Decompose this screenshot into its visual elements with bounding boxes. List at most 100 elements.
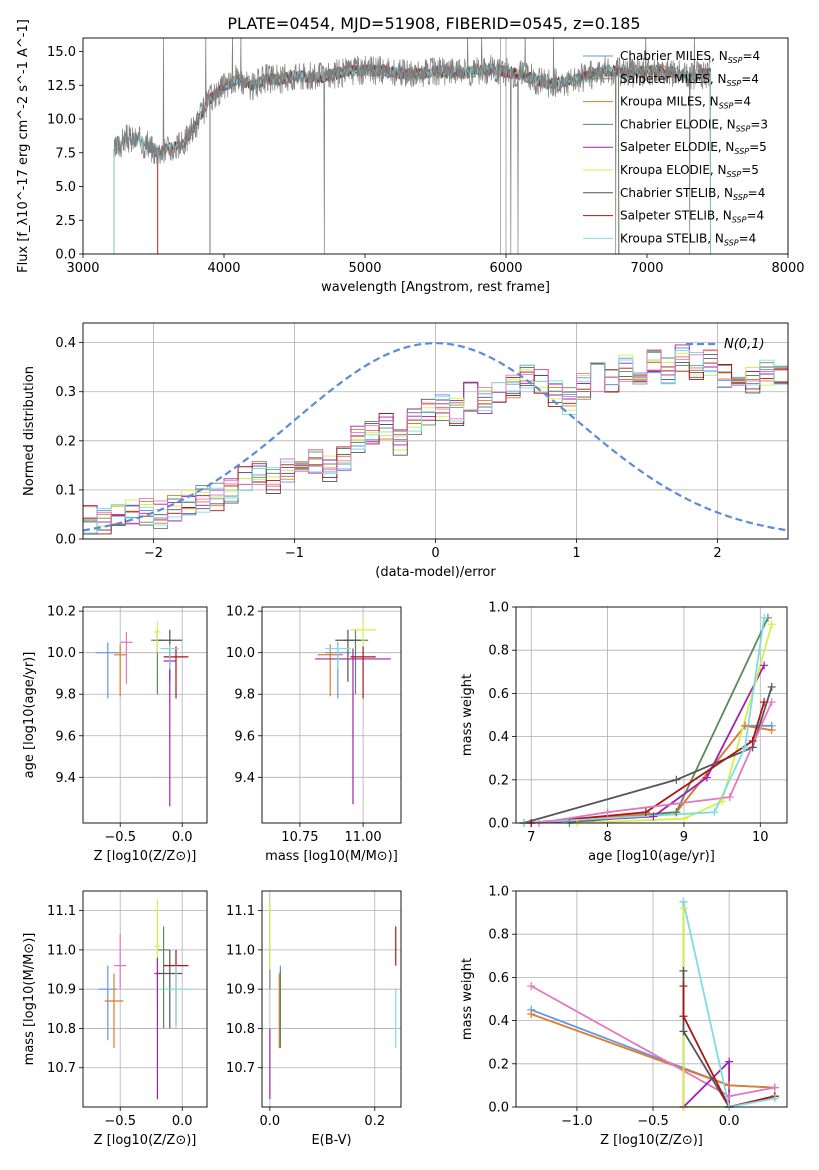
axes-frame: [82, 37, 789, 255]
y-tick-label: 0.4: [488, 730, 509, 745]
y-tick-label: 0.2: [488, 773, 509, 788]
y-tick-label: 0.0: [488, 817, 509, 832]
y-tick-label: 10.7: [226, 1061, 255, 1076]
x-tick-label: −2: [144, 546, 163, 561]
panel-weight_vs_Z: −1.0 −0.5 0.0 0.0 0.2 0.4 0.6 0.8 1.0 Z [log10(Z/…: [460, 885, 788, 1148]
panel-mass_vs_Z: −0.5 0.0 10.7 10.8 10.9 11.0 11.1 Z [log10(Z/Z⊙…: [22, 890, 208, 1148]
weight-marker-kroupa_stelib: [770, 1094, 779, 1103]
weight-marker-salpeter_stelib: [760, 698, 769, 707]
y-tick-label: 0.8: [488, 928, 509, 943]
y-axis-label: Flux [f_λ10^-17 erg cm^-2 s^-1 A^-1]: [16, 19, 31, 273]
plot-area: [269, 898, 397, 1100]
legend-value: =4: [746, 209, 764, 223]
panel-age_vs_Z: −0.5 0.0 9.4 9.6 9.8 10.0 10.2 Z [log10(Z/Z⊙)] a…: [22, 605, 208, 864]
x-axis-label: E(B-V): [311, 1133, 351, 1148]
y-tick-label: 10.2: [226, 605, 255, 620]
legend-entry: Salpeter ELODIE, NSSP=5: [620, 140, 767, 156]
figure-title: PLATE=0454, MJD=51908, FIBERID=0545, z=0…: [227, 14, 640, 33]
weight-marker-extra_pink: [767, 698, 776, 707]
legend-value: =3: [750, 117, 768, 131]
weight-marker-extra_pink: [527, 982, 536, 991]
legend-subscript: SSP: [734, 147, 749, 156]
weight-marker-kroupa_miles: [527, 1010, 536, 1019]
weight-marker-kroupa_stelib: [741, 743, 750, 752]
histogram-extra_pink: [83, 349, 788, 525]
weight-marker-kroupa_miles: [725, 1081, 734, 1090]
x-tick-label: −0.5: [104, 1114, 136, 1129]
weight-marker-salpeter_stelib: [679, 982, 688, 991]
y-tick-label: 0.6: [488, 971, 509, 986]
x-tick-label: 8: [603, 830, 611, 845]
axes-frame: [82, 890, 208, 1108]
panel-age_vs_mass: 10.75 11.00 9.4 9.6 9.8 10.0 10.2 mass [log10(M…: [226, 605, 402, 864]
y-tick-label: 0.3: [55, 385, 76, 400]
y-tick-label: 9.8: [55, 688, 76, 703]
plot-area: [98, 898, 189, 1100]
y-tick-label: 10.2: [47, 605, 76, 620]
y-tick-label: 9.4: [234, 771, 255, 786]
plot-area: [315, 619, 391, 805]
histogram-chabrier_stelib: [83, 350, 788, 535]
legend-entry: N(0,1): [724, 337, 765, 352]
weight-line-chabrier_elodie: [569, 617, 769, 823]
y-tick-label: 9.6: [234, 729, 255, 744]
weight-line-kroupa_elodie: [577, 624, 773, 823]
legend-subscript: SSP: [719, 102, 734, 111]
y-axis-label: mass weight: [460, 674, 475, 756]
y-tick-label: 10.7: [47, 1061, 76, 1076]
y-tick-label: 10.9: [47, 983, 76, 998]
x-tick-label: 0.2: [364, 1114, 385, 1129]
legend-entry: Chabrier ELODIE, NSSP=3: [620, 117, 768, 133]
x-tick-label: 2: [713, 546, 721, 561]
x-axis-label: wavelength [Angstrom, rest frame]: [321, 280, 550, 295]
legend-entry: Chabrier MILES, NSSP=4: [620, 49, 760, 65]
legend: Chabrier MILES, NSSP=4 Salpeter MILES, NS…: [583, 49, 768, 247]
plot-area: [523, 617, 773, 823]
legend-entry: Kroupa ELODIE, NSSP=5: [620, 163, 759, 179]
x-tick-label: 9: [680, 830, 688, 845]
panel-weight_vs_age: 7 8 9 10 0.0 0.2 0.4 0.6 0.8 1.0 age [log10(age/yr…: [460, 601, 788, 864]
panel-residuals: −2 −1 0 1 2 0.0 0.1 0.2 0.3 0.4 (data-model)/error…: [22, 322, 789, 580]
histogram-kroupa_miles: [83, 348, 788, 524]
y-tick-label: 10.8: [47, 1022, 76, 1037]
model-spectrum-kroupa_stelib: [113, 61, 711, 254]
legend-subscript: SSP: [736, 124, 751, 133]
x-tick-label: −1: [285, 546, 304, 561]
weight-line-salpeter_stelib: [531, 701, 765, 823]
y-tick-label: 0.2: [488, 1057, 509, 1072]
plot-area: [83, 342, 788, 535]
x-axis-label: mass [log10(M/M⊙)]: [265, 849, 398, 864]
weight-marker-kroupa_elodie: [718, 797, 727, 806]
y-tick-label: 9.6: [55, 729, 76, 744]
legend-value: =4: [739, 231, 757, 245]
weight-marker-kroupa_stelib: [679, 897, 688, 906]
weight-marker-chabrier_stelib: [679, 966, 688, 975]
weight-marker-salpeter_elodie: [725, 1057, 734, 1066]
axes-frame: [515, 890, 788, 1108]
panel-spectrum: 3000 4000 5000 6000 7000 8000 0.0 2.5 5.0 7.5 10.0…: [16, 19, 805, 295]
legend-subscript: SSP: [733, 193, 748, 202]
y-tick-label: 12.5: [47, 79, 76, 94]
weight-marker-chabrier_stelib: [672, 775, 681, 784]
legend-entry: Chabrier STELIB, NSSP=4: [620, 186, 765, 202]
x-axis-label: age [log10(age/yr)]: [588, 849, 715, 864]
axes-frame: [82, 322, 789, 540]
weight-line-salpeter_elodie: [682, 970, 730, 1107]
model-spectrum-chabrier_elodie: [209, 63, 620, 254]
legend-value: =4: [748, 186, 766, 200]
weight-marker-salpeter_elodie: [649, 812, 658, 821]
y-tick-label: 1.0: [488, 601, 509, 616]
legend-value: =4: [733, 95, 751, 109]
weight-line-kroupa_stelib: [523, 617, 765, 823]
legend-subscript: SSP: [727, 170, 742, 179]
x-axis-label: Z [log10(Z/Z⊙)]: [94, 849, 197, 864]
weight-line-extra_pink: [538, 701, 773, 823]
weight-marker-extra_pink: [725, 1092, 734, 1101]
weight-marker-extra_pink: [770, 1083, 779, 1092]
histogram-kroupa_stelib: [83, 350, 788, 534]
x-tick-label: −0.5: [104, 830, 136, 845]
model-spectrum-salpeter_elodie: [209, 62, 620, 254]
legend-value: =5: [749, 140, 767, 154]
histogram-chabrier_elodie: [83, 351, 788, 529]
